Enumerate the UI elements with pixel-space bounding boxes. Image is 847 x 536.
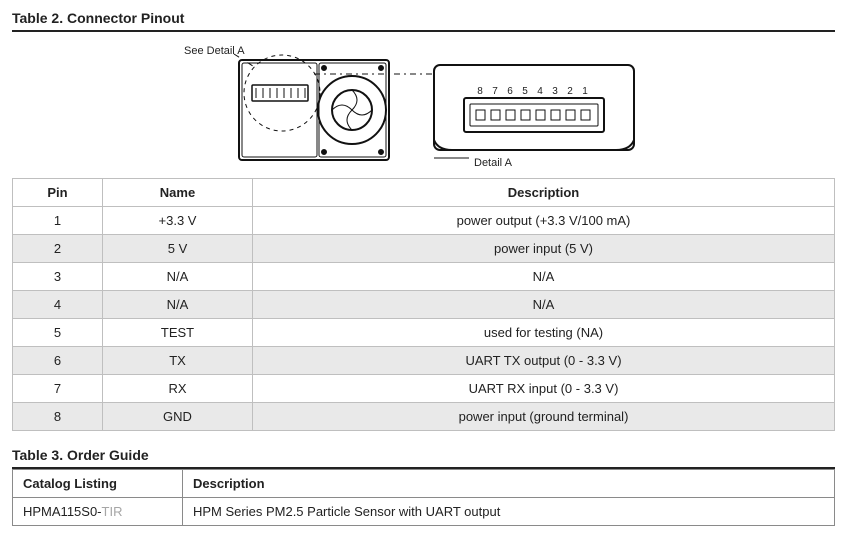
pin-num-3: 3 [552,86,558,97]
col-orderdesc-header: Description [183,470,835,498]
table-row: 7 RX UART RX input (0 - 3.3 V) [13,375,835,403]
pin-num-5: 5 [522,86,528,97]
name-cell: N/A [103,291,253,319]
table-row: 8 GND power input (ground terminal) [13,403,835,431]
catalog-prefix: HPMA115S0- [23,504,102,519]
desc-cell: used for testing (NA) [253,319,835,347]
desc-cell: power output (+3.3 V/100 mA) [253,207,835,235]
order-header-row: Catalog Listing Description [13,470,835,498]
table-row: 4 N/A N/A [13,291,835,319]
col-desc-header: Description [253,179,835,207]
desc-cell: UART TX output (0 - 3.3 V) [253,347,835,375]
desc-cell: power input (5 V) [253,235,835,263]
table2-title: Table 2. Connector Pinout [12,10,835,32]
table-row: 3 N/A N/A [13,263,835,291]
desc-cell: power input (ground terminal) [253,403,835,431]
pin-cell: 7 [13,375,103,403]
pin-cell: 1 [13,207,103,235]
orderdesc-cell: HPM Series PM2.5 Particle Sensor with UA… [183,498,835,526]
name-cell: TX [103,347,253,375]
name-cell: RX [103,375,253,403]
pin-cell: 5 [13,319,103,347]
name-cell: 5 V [103,235,253,263]
desc-cell: N/A [253,291,835,319]
col-name-header: Name [103,179,253,207]
name-cell: TEST [103,319,253,347]
pin-cell: 3 [13,263,103,291]
table-row: HPMA115S0-TIR HPM Series PM2.5 Particle … [13,498,835,526]
pin-cell: 8 [13,403,103,431]
pin-cell: 2 [13,235,103,263]
table-row: 6 TX UART TX output (0 - 3.3 V) [13,347,835,375]
pin-num-1: 1 [582,86,588,97]
connector-diagram: See Detail A 8 7 6 5 4 [12,32,835,176]
col-pin-header: Pin [13,179,103,207]
pin-num-4: 4 [537,86,543,97]
col-catalog-header: Catalog Listing [13,470,183,498]
table-row: 1 +3.3 V power output (+3.3 V/100 mA) [13,207,835,235]
pin-num-8: 8 [477,86,483,97]
desc-cell: N/A [253,263,835,291]
pin-cell: 4 [13,291,103,319]
table3-title: Table 3. Order Guide [12,447,835,469]
connector-diagram-svg: See Detail A 8 7 6 5 4 [164,40,684,170]
detail-a-label: Detail A [474,157,513,169]
pin-num-6: 6 [507,86,513,97]
order-guide-table: Catalog Listing Description HPMA115S0-TI… [12,469,835,526]
catalog-cell: HPMA115S0-TIR [13,498,183,526]
pin-num-7: 7 [492,86,498,97]
catalog-suffix: TIR [102,504,123,519]
table-row: 2 5 V power input (5 V) [13,235,835,263]
table-row: 5 TEST used for testing (NA) [13,319,835,347]
name-cell: N/A [103,263,253,291]
name-cell: +3.3 V [103,207,253,235]
desc-cell: UART RX input (0 - 3.3 V) [253,375,835,403]
pinout-table: Pin Name Description 1 +3.3 V power outp… [12,178,835,431]
pin-cell: 6 [13,347,103,375]
pin-num-2: 2 [567,86,573,97]
pinout-header-row: Pin Name Description [13,179,835,207]
name-cell: GND [103,403,253,431]
